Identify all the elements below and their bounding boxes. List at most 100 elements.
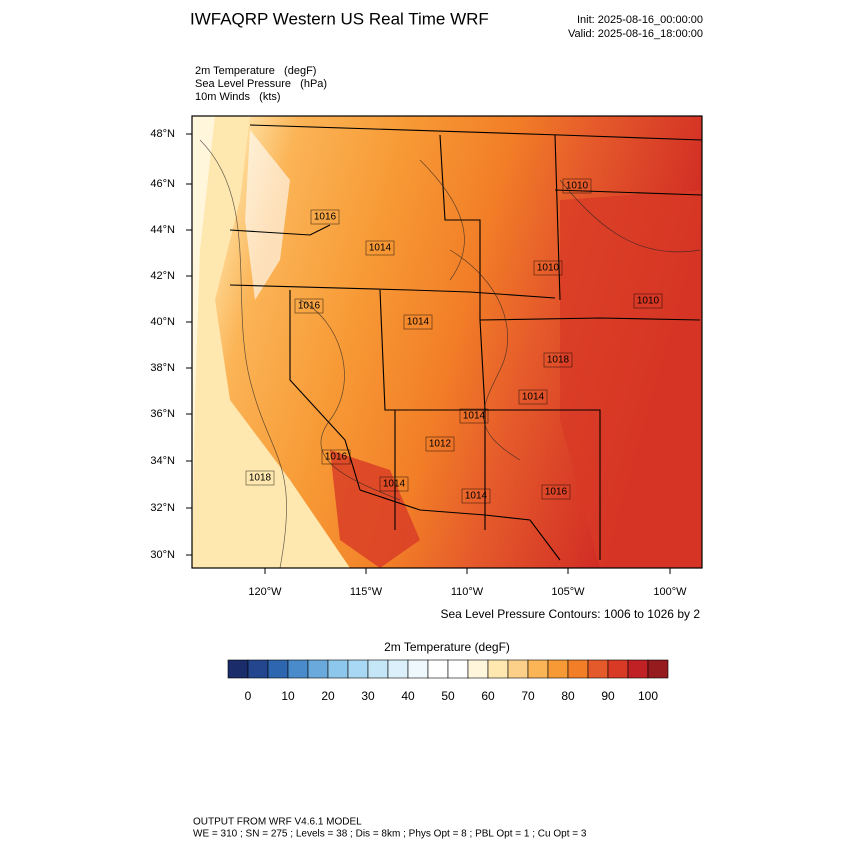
lat-label: 32°N: [150, 502, 175, 514]
contour-note: Sea Level Pressure Contours: 1006 to 102…: [441, 607, 701, 621]
valid-time: Valid: 2025-08-16_18:00:00: [568, 28, 703, 40]
pressure-label-box: [562, 178, 592, 194]
pressure-label-box: [541, 484, 571, 500]
pressure-label: 1014: [463, 411, 486, 422]
colorbar-swatch: [247, 659, 269, 679]
pressure-label: 1010: [537, 263, 560, 274]
pressure-label-box: [379, 476, 409, 492]
borders: [229, 124, 703, 561]
plains-hot: [560, 190, 702, 568]
pressure-label: 1016: [298, 301, 321, 312]
pressure-label-box: [633, 293, 663, 309]
lat-label: 46°N: [150, 178, 175, 190]
colorbar-swatch: [407, 659, 429, 679]
colorbar-swatch: [387, 659, 409, 679]
cascades-cool: [245, 130, 290, 300]
lat-label: 38°N: [150, 362, 175, 374]
field-label: 2m Temperature (degF): [195, 65, 316, 77]
pressure-label: 1010: [637, 296, 660, 307]
colorbar-swatch: [307, 659, 329, 679]
colorbar-swatch: [607, 659, 629, 679]
pressure-label: 1014: [522, 392, 545, 403]
colorbar-tick-label: 0: [245, 689, 252, 703]
colorbar-swatch: [587, 659, 609, 679]
pressure-label: 1014: [383, 479, 406, 490]
pressure-contours: [199, 139, 701, 569]
colorbar-tick-label: 40: [401, 689, 415, 703]
footer-line: OUTPUT FROM WRF V4.6.1 MODEL: [193, 817, 362, 828]
colorbar-swatch: [527, 659, 549, 679]
title: IWFAQRP Western US Real Time WRF: [190, 9, 489, 28]
colorbar-swatch: [627, 659, 649, 679]
pressure-label-box: [518, 389, 548, 405]
init-time: Init: 2025-08-16_00:00:00: [577, 14, 703, 26]
pressure-label-box: [425, 436, 455, 452]
colorbar-swatch: [447, 659, 469, 679]
lat-label: 36°N: [150, 408, 175, 420]
pressure-label: 1014: [465, 491, 488, 502]
colorbar-tick-label: 60: [481, 689, 495, 703]
lat-label: 44°N: [150, 224, 175, 236]
field-label: 10m Winds (kts): [195, 91, 281, 103]
pressure-label-box: [310, 209, 340, 225]
colorbar-swatch: [287, 659, 309, 679]
ocean-cool: [192, 116, 215, 568]
lon-label: 120°W: [248, 586, 282, 598]
colorbar-tick-label: 50: [441, 689, 455, 703]
map-frame: [191, 115, 703, 569]
pressure-label-box: [403, 314, 433, 330]
colorbar-swatch: [567, 659, 589, 679]
map: 1010 1016 1014 1010 1010 1016 1014 1018 1014 1014…: [191, 115, 703, 569]
pressure-label: 1016: [325, 452, 348, 463]
pressure-label: 1012: [429, 439, 452, 450]
lat-label: 48°N: [150, 128, 175, 140]
lat-label: 42°N: [150, 270, 175, 282]
colorbar-swatch: [267, 659, 289, 679]
pressure-label-box: [294, 298, 324, 314]
colorbar-tick-label: 20: [321, 689, 335, 703]
pressure-label-box: [533, 260, 563, 276]
lon-label: 100°W: [653, 586, 687, 598]
colorbar-swatch: [547, 659, 569, 679]
colorbar-tick-label: 80: [561, 689, 575, 703]
pressure-label: 1016: [314, 212, 337, 223]
colorbar-tick-label: 100: [638, 689, 658, 703]
colorbar-swatch: [327, 659, 349, 679]
pressure-label-box: [365, 240, 395, 256]
pressure-label: 1014: [407, 317, 430, 328]
colorbar-tick-label: 90: [601, 689, 615, 703]
lon-label: 105°W: [551, 586, 585, 598]
pressure-label-box: [461, 488, 491, 504]
colorbar-tick-label: 70: [521, 689, 535, 703]
colorbar-swatch: [507, 659, 529, 679]
footer-line: WE = 310 ; SN = 275 ; Levels = 38 ; Dis …: [193, 829, 587, 840]
colorbar-title: 2m Temperature (degF): [384, 640, 510, 654]
ocean-field: [192, 116, 350, 568]
colorbar-swatch: [647, 659, 669, 679]
colorbar-swatch: [347, 659, 369, 679]
colorbar-swatch: [367, 659, 389, 679]
lat-label: 40°N: [150, 316, 175, 328]
colorbar-tick-label: 10: [281, 689, 295, 703]
lat-label: 34°N: [150, 455, 175, 467]
pressure-label: 1016: [545, 487, 568, 498]
pressure-label: 1014: [369, 243, 392, 254]
desert-hot: [330, 450, 420, 568]
pressure-label-box: [543, 352, 573, 368]
lon-label: 110°W: [451, 586, 484, 598]
pressure-label-box: [245, 470, 275, 486]
colorbar-swatch: [427, 659, 449, 679]
colorbar-swatch: [227, 659, 249, 679]
pressure-label-box: [459, 408, 489, 424]
colorbar-tick-label: 30: [361, 689, 375, 703]
pressure-label: 1018: [249, 473, 272, 484]
pressure-label: 1018: [547, 355, 570, 366]
colorbar-swatch: [467, 659, 489, 679]
colorbar-swatch: [487, 659, 509, 679]
field-label: Sea Level Pressure (hPa): [195, 78, 327, 90]
pressure-label: 1010: [566, 181, 589, 192]
lon-label: 115°W: [350, 586, 383, 598]
lat-label: 30°N: [150, 549, 175, 561]
pressure-label-box: [321, 449, 351, 465]
